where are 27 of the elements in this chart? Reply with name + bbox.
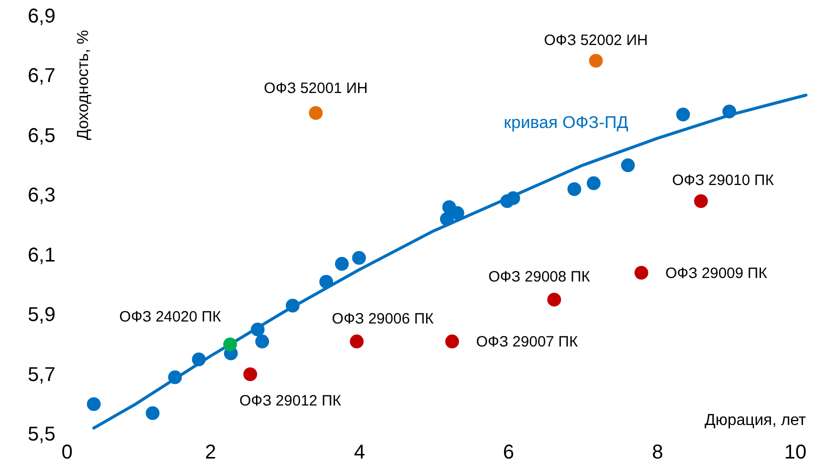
annotation: ОФЗ 24020 ПК — [119, 308, 222, 326]
series-label: кривая ОФЗ-ПД — [504, 113, 629, 132]
line-series — [92, 94, 808, 430]
y-tick-label: 6,5 — [28, 124, 56, 147]
y-tick-label: 5,5 — [28, 424, 56, 446]
annotation: ОФЗ 29008 ПК — [488, 268, 590, 286]
y-tick-label: 5,7 — [28, 364, 56, 386]
annotation: ОФЗ 29009 ПК — [665, 264, 768, 282]
x-tick-label: 2 — [204, 442, 216, 464]
y-tick-label: 6,3 — [28, 184, 56, 207]
annotation: ОФЗ 29012 ПК — [239, 392, 342, 410]
annotation: ОФЗ 29007 ПК — [476, 333, 578, 350]
y-tick-label: 6,9 — [28, 6, 56, 28]
x-tick-label: 4 — [354, 442, 366, 464]
x-tick-label: 0 — [62, 442, 73, 464]
annotation: ОФЗ 52001 ИН — [264, 80, 368, 98]
y-tick-label: 6,7 — [28, 65, 56, 88]
y-tick-label: 6,1 — [28, 244, 56, 266]
x-tick-label: 6 — [502, 442, 514, 464]
annotation: ОФЗ 29006 ПК — [332, 310, 434, 328]
annotation: ОФЗ 29010 ПК — [672, 172, 774, 190]
x-tick-label: 10 — [784, 442, 806, 464]
y-axis-title: Доходность, % — [75, 30, 92, 140]
annotation: ОФЗ 52002 ИН — [544, 32, 648, 49]
x-tick-label: 8 — [652, 442, 664, 464]
y-tick-label: 5,9 — [28, 304, 56, 326]
x-axis-title: Дюрация, лет — [704, 412, 807, 429]
